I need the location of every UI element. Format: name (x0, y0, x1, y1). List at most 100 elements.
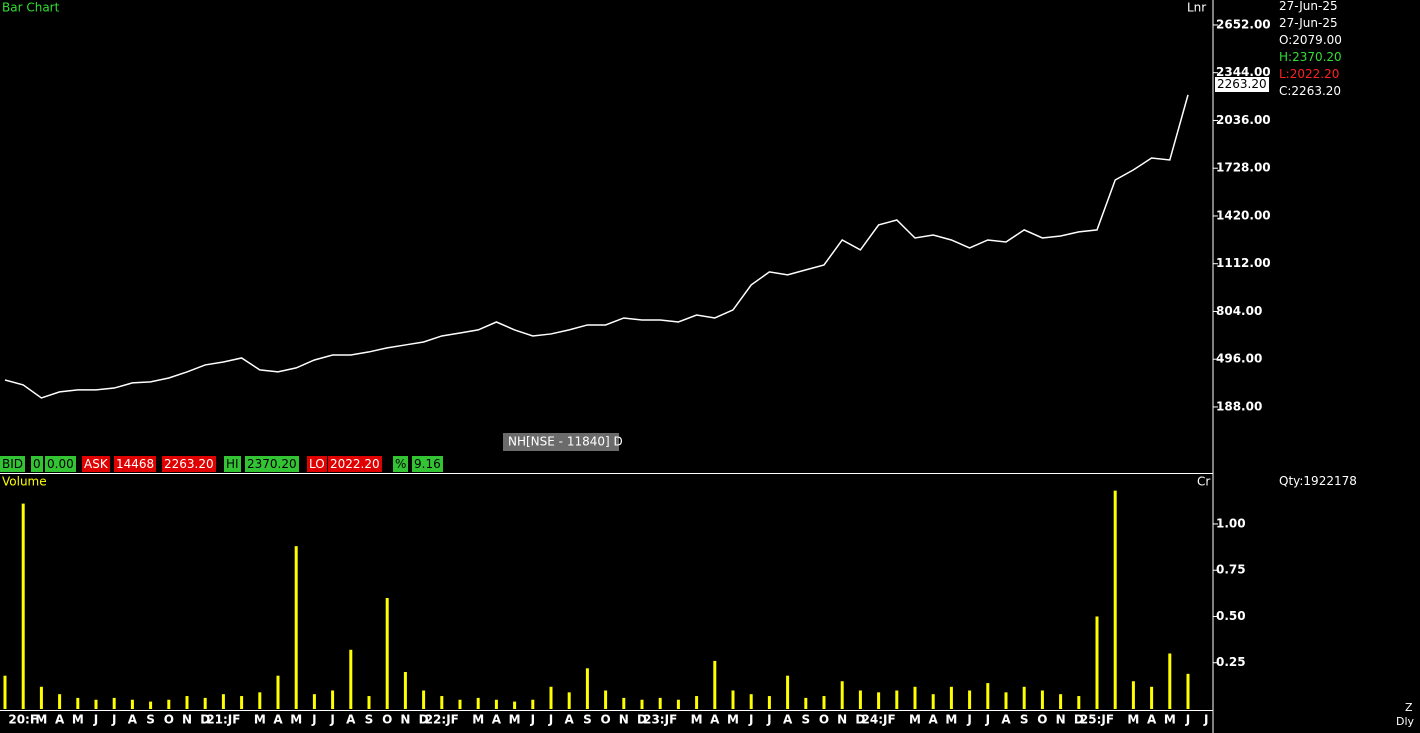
bid-label: BID (0, 456, 26, 472)
x-tick-label: J (748, 713, 753, 727)
x-tick-label: A (346, 713, 356, 727)
volume-bar (676, 699, 680, 709)
volume-bar (986, 683, 990, 709)
volume-bar (112, 697, 116, 709)
y-tick-label: 1420.00 (1216, 208, 1271, 222)
volume-bar (640, 699, 644, 709)
x-tick-label: 22:JF (425, 713, 459, 727)
pct: 9.16 (412, 456, 443, 472)
x-tick-label: J (966, 713, 971, 727)
bid: 0.00 (45, 456, 76, 472)
volume-bar (1004, 692, 1008, 709)
ask-qty: 14468 (114, 456, 157, 472)
y-tick-label: 2652.00 (1216, 17, 1271, 31)
x-tick-label: M (691, 713, 703, 727)
x-tick-label: D (1074, 713, 1084, 727)
volume-bar (312, 694, 316, 709)
period[interactable]: Z (1405, 701, 1413, 714)
x-tick-label: N (619, 713, 629, 727)
x-tick-label: S (365, 713, 374, 727)
volume-bar (822, 696, 826, 709)
x-tick-label: M (727, 713, 739, 727)
x-tick-label: J (311, 713, 316, 727)
volume-bar (858, 690, 862, 709)
y-tick-label: 2344.00 (1216, 65, 1271, 79)
x-tick-label: M (509, 713, 521, 727)
x-tick-label: J (530, 713, 535, 727)
hi: 2370.20 (245, 456, 299, 472)
volume-bar (513, 701, 517, 709)
volume-bar (1095, 616, 1099, 709)
volume-bar (130, 699, 134, 709)
volume-bar (185, 696, 189, 709)
x-tick-label: A (1147, 713, 1157, 727)
pct-label: % (393, 456, 409, 472)
x-tick-label: J (766, 713, 771, 727)
volume-bar (840, 681, 844, 709)
x-tick-label: A (929, 713, 939, 727)
volume-bar (294, 546, 298, 709)
volume-bar (221, 694, 225, 709)
y-tick-label: 0.75 (1216, 563, 1246, 577)
x-tick-label: O (600, 713, 610, 727)
price-title: Bar Chart (2, 1, 60, 15)
x-tick-label: A (710, 713, 720, 727)
y-tick-label: 188.00 (1216, 399, 1262, 413)
x-tick-label: A (1001, 713, 1011, 727)
x-tick-label: M (472, 713, 484, 727)
low: L:2022.20 (1279, 67, 1340, 81)
volume-bar (804, 697, 808, 709)
x-tick-label: M (254, 713, 266, 727)
volume-bar (403, 671, 407, 709)
volume-bar (367, 696, 371, 709)
volume-bar (968, 690, 972, 709)
symbol-box (503, 433, 619, 451)
x-tick-label: S (801, 713, 810, 727)
interval[interactable]: Dly (1396, 715, 1415, 728)
x-tick-label: 23:JF (643, 713, 677, 727)
last-price: 2263.20 (1215, 77, 1269, 93)
x-tick-label: M (290, 713, 302, 727)
volume-bar (203, 697, 207, 709)
close: C:2263.20 (1279, 84, 1342, 98)
volume-bar (58, 694, 62, 709)
date: 27-Jun-25 (1279, 0, 1338, 13)
volume-bar (149, 701, 153, 709)
volume-bar (622, 697, 626, 709)
volume-bar (713, 660, 717, 709)
volume-bar (240, 696, 244, 709)
x-tick-label: J (1185, 713, 1190, 727)
volume-bar (585, 668, 589, 709)
x-tick-label: N (837, 713, 847, 727)
x-tick-label: O (164, 713, 174, 727)
x-tick-label: M (909, 713, 921, 727)
x-tick-label: O (382, 713, 392, 727)
x-tick-label: A (55, 713, 65, 727)
x-tick-label: 21:JF (206, 713, 240, 727)
volume-bar (385, 597, 389, 709)
volume-bar (949, 686, 953, 709)
volume-bar (658, 697, 662, 709)
date: 27-Jun-25 (1279, 16, 1338, 30)
volume-bar (476, 697, 480, 709)
volume-bar (1131, 681, 1135, 709)
x-tick-label: M (945, 713, 957, 727)
volume-bar (494, 699, 498, 709)
y-tick-label: 0.25 (1216, 655, 1246, 669)
volume-bar (531, 699, 535, 709)
x-tick-label: D (419, 713, 429, 727)
volume-bar (349, 649, 353, 709)
ask: 2263.20 (162, 456, 216, 472)
y-tick-label: 1.00 (1216, 516, 1246, 530)
volume-bar (1077, 696, 1081, 709)
volume-bar (767, 696, 771, 709)
volume-bar (877, 692, 881, 709)
price-line (4, 94, 1189, 399)
x-tick-label: 25:JF (1080, 713, 1114, 727)
qty: Qty:1922178 (1279, 474, 1357, 488)
x-tick-label: 24:JF (862, 713, 896, 727)
x-tick-label: O (819, 713, 829, 727)
volume-bar (895, 690, 899, 709)
